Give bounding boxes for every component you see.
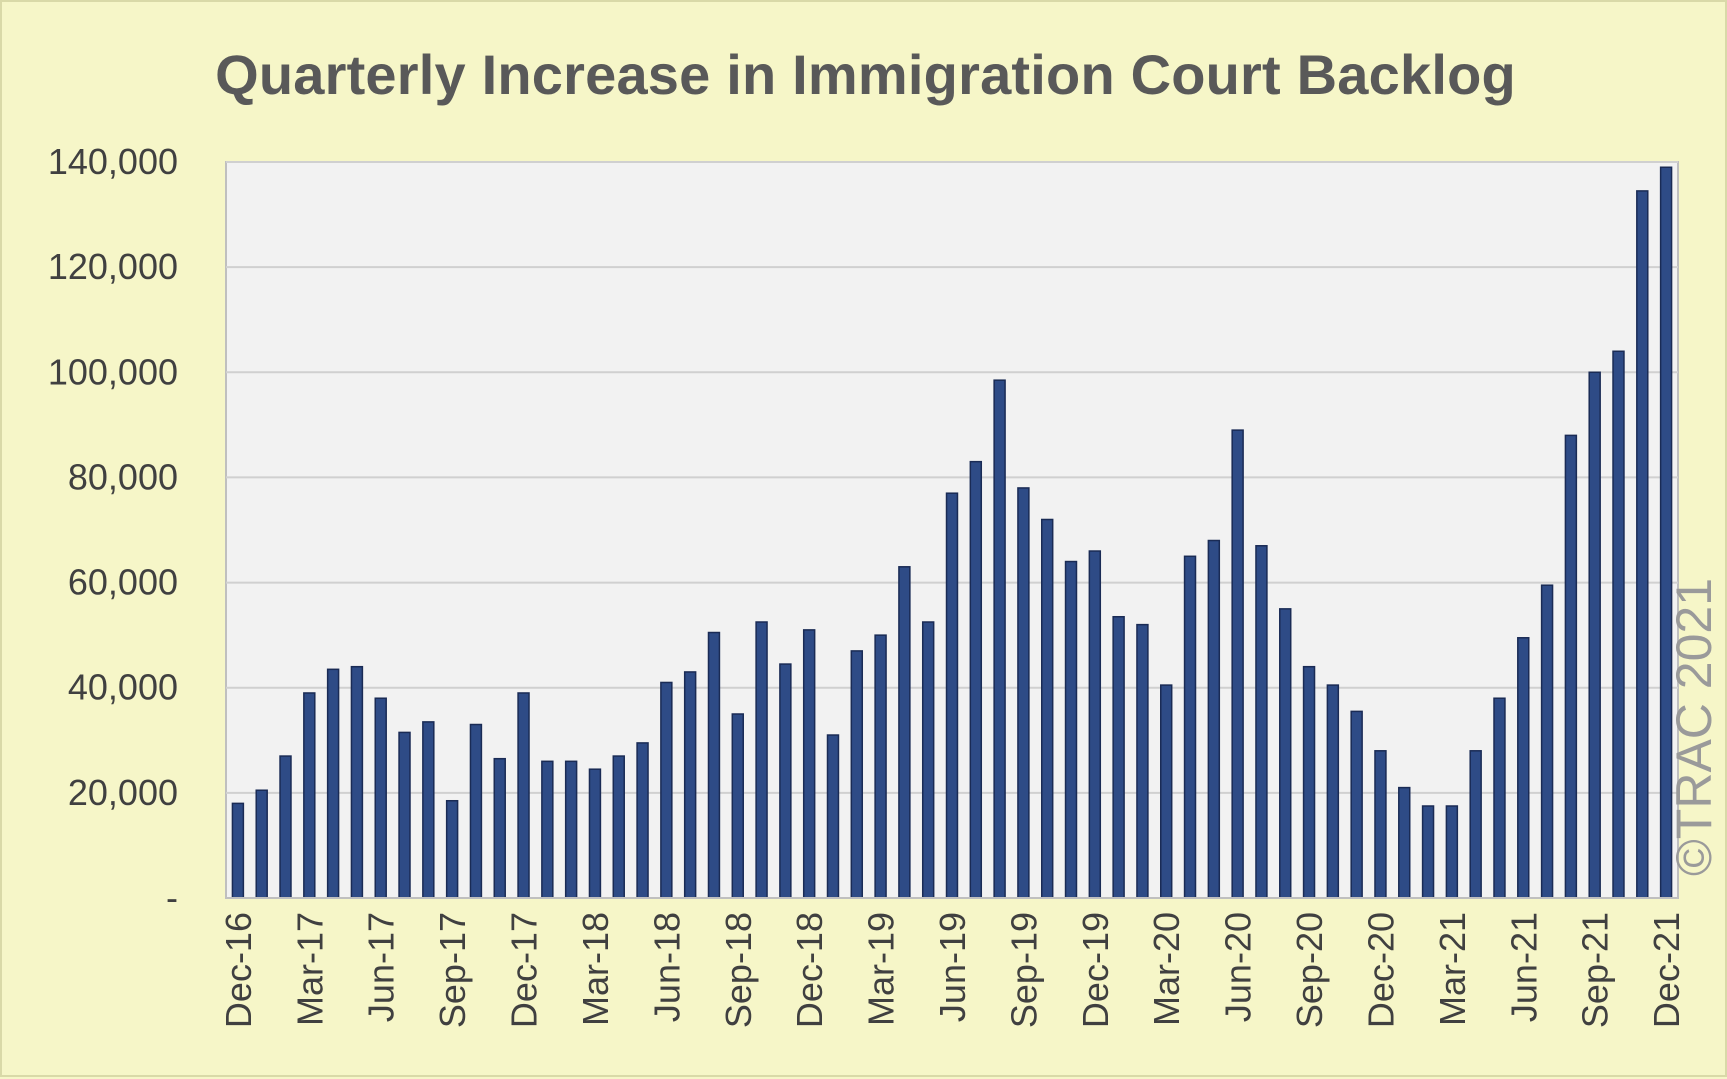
bar-Mar-18 [588,768,602,899]
x-tick-label: Dec-20 [1360,912,1401,1028]
bar-Jun-21 [1517,637,1530,899]
y-tick-label: 120,000 [48,246,178,287]
bar-Feb-18 [564,760,578,899]
bar-Nov-18 [779,663,792,899]
x-tick-label: Dec-21 [1646,912,1687,1028]
bar-Nov-17 [493,757,506,899]
bar-Jul-20 [1255,545,1268,899]
x-tick-label: Mar-20 [1146,912,1187,1026]
bar-Jun-18 [660,681,673,899]
y-tick-label: 100,000 [48,351,178,392]
bar-Aug-21 [1564,434,1578,899]
bar-Sep-17 [445,799,459,899]
x-tick-label: Dec-19 [1075,912,1116,1028]
bar-Apr-21 [1469,750,1482,899]
bar-May-17 [350,665,364,899]
bar-Jul-18 [683,671,697,899]
bar-Jul-17 [398,731,411,899]
copyright-watermark: ©TRAC 2021 [1666,577,1722,877]
bar-Aug-19 [993,379,1006,899]
bar-Feb-21 [1421,805,1435,899]
bar-Mar-17 [303,692,316,899]
bar-Jan-17 [255,789,268,899]
bar-Jul-21 [1540,584,1554,899]
x-tick-label: Sep-21 [1575,912,1616,1028]
bar-Jun-20 [1231,429,1244,899]
bar-Apr-18 [612,755,625,899]
x-tick-label: Sep-20 [1289,912,1330,1028]
bar-Aug-18 [707,631,721,899]
x-tick-label: Sep-19 [1003,912,1044,1028]
bar-Oct-21 [1612,350,1625,899]
x-tick-label: Mar-17 [289,912,330,1026]
y-tick-label: 140,000 [48,141,178,182]
bar-Oct-19 [1040,518,1054,899]
bar-Aug-20 [1279,608,1292,899]
bar-Oct-20 [1326,684,1340,899]
bar-Dec-20 [1374,750,1387,899]
bar-Dec-19 [1088,550,1102,899]
bar-Feb-19 [850,650,864,899]
bar-Jan-21 [1398,786,1411,899]
x-tick-label: Jun-21 [1503,912,1544,1022]
x-tick-label: Mar-21 [1432,912,1473,1026]
bar-May-20 [1207,539,1221,899]
bar-Apr-17 [326,668,340,899]
bar-Nov-20 [1350,710,1363,899]
bar-Mar-20 [1160,684,1173,899]
bar-Dec-17 [517,692,530,899]
bar-Apr-20 [1183,555,1197,899]
x-tick-label: Dec-16 [218,912,259,1028]
x-tick-label: Sep-18 [718,912,759,1028]
x-tick-label: Jun-19 [932,912,973,1022]
bar-Jan-20 [1112,615,1125,899]
bar-Jul-19 [969,460,983,899]
y-tick-label: 40,000 [68,667,178,708]
x-tick-label: Jun-18 [646,912,687,1022]
bar-Nov-19 [1064,560,1078,899]
bar-Jun-19 [945,492,959,899]
bar-May-18 [636,742,649,899]
y-tick-label: 60,000 [68,562,178,603]
bar-May-21 [1493,697,1506,899]
x-tick-label: Jun-17 [361,912,402,1022]
bar-Sep-18 [731,713,744,899]
bar-Mar-19 [874,634,887,899]
y-tick-label: 20,000 [68,772,178,813]
bar-Aug-17 [422,721,435,899]
bar-May-19 [921,621,935,899]
bar-Nov-21 [1636,190,1649,899]
bar-Mar-21 [1445,805,1459,899]
bar-Sep-21 [1588,371,1601,899]
bar-Feb-20 [1136,623,1149,899]
bar-Sep-19 [1017,487,1030,899]
x-tick-label: Dec-17 [504,912,545,1028]
bar-Dec-16 [231,802,245,899]
bar-Dec-18 [802,629,816,899]
x-tick-label: Mar-19 [861,912,902,1026]
y-tick-label: - [166,877,178,918]
y-tick-label: 80,000 [68,456,178,497]
bar-Jun-17 [374,697,387,899]
bar-Oct-17 [469,723,483,899]
x-tick-label: Dec-18 [789,912,830,1028]
bar-Feb-17 [279,755,292,899]
bar-Apr-19 [898,566,911,899]
chart-title: Quarterly Increase in Immigration Court … [215,43,1516,106]
bar-Oct-18 [755,621,768,899]
bar-Jan-19 [826,734,840,899]
x-tick-label: Mar-18 [575,912,616,1026]
bar-Jan-18 [541,760,554,899]
bar-Sep-20 [1302,665,1316,899]
x-tick-label: Sep-17 [432,912,473,1028]
x-tick-label: Jun-20 [1218,912,1259,1022]
